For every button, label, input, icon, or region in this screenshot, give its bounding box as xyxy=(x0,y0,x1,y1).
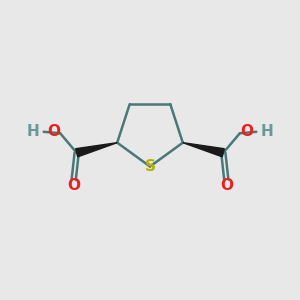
Text: O: O xyxy=(240,124,253,139)
Text: H: H xyxy=(261,124,274,139)
Text: O: O xyxy=(220,178,233,193)
Polygon shape xyxy=(183,143,224,157)
Polygon shape xyxy=(76,143,117,157)
Text: H: H xyxy=(26,124,39,139)
Text: O: O xyxy=(47,124,60,139)
Text: O: O xyxy=(67,178,80,193)
Text: S: S xyxy=(145,159,155,174)
